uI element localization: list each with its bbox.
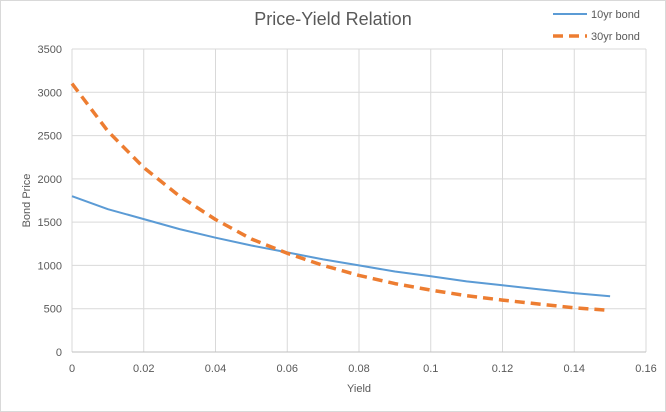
x-tick-label: 0.12 <box>492 363 513 375</box>
series-line-10yr <box>72 196 610 296</box>
x-tick-label: 0.08 <box>348 363 369 375</box>
y-tick-label: 2000 <box>38 174 62 186</box>
x-tick-label: 0.06 <box>277 363 298 375</box>
y-tick-label: 2500 <box>38 131 62 143</box>
x-tick-label: 0.1 <box>423 363 438 375</box>
y-tick-label: 500 <box>44 304 62 316</box>
y-axis-title: Bond Price <box>21 174 33 228</box>
y-tick-label: 3500 <box>38 44 62 56</box>
legend-label-30yr: 30yr bond <box>591 31 640 43</box>
legend-label-10yr: 10yr bond <box>591 9 640 21</box>
grid-layer <box>72 49 646 352</box>
y-tick-label: 1500 <box>38 217 62 229</box>
x-axis-title: Yield <box>347 383 371 395</box>
axis-layer: 0 500 1000 1500 2000 2500 3000 3500 0 0.02 0.04 0.0… <box>38 44 657 375</box>
y-tick-label: 3000 <box>38 87 62 99</box>
x-tick-label: 0.16 <box>635 363 656 375</box>
legend: 10yr bond 30yr bond <box>553 9 640 43</box>
series-line-30yr <box>72 84 610 311</box>
series-layer <box>72 84 610 311</box>
y-tick-label: 0 <box>56 347 62 359</box>
x-tick-label: 0.02 <box>133 363 154 375</box>
x-tick-label: 0.04 <box>205 363 226 375</box>
x-tick-label: 0 <box>69 363 75 375</box>
y-tick-label: 1000 <box>38 260 62 272</box>
x-tick-label: 0.14 <box>564 363 585 375</box>
